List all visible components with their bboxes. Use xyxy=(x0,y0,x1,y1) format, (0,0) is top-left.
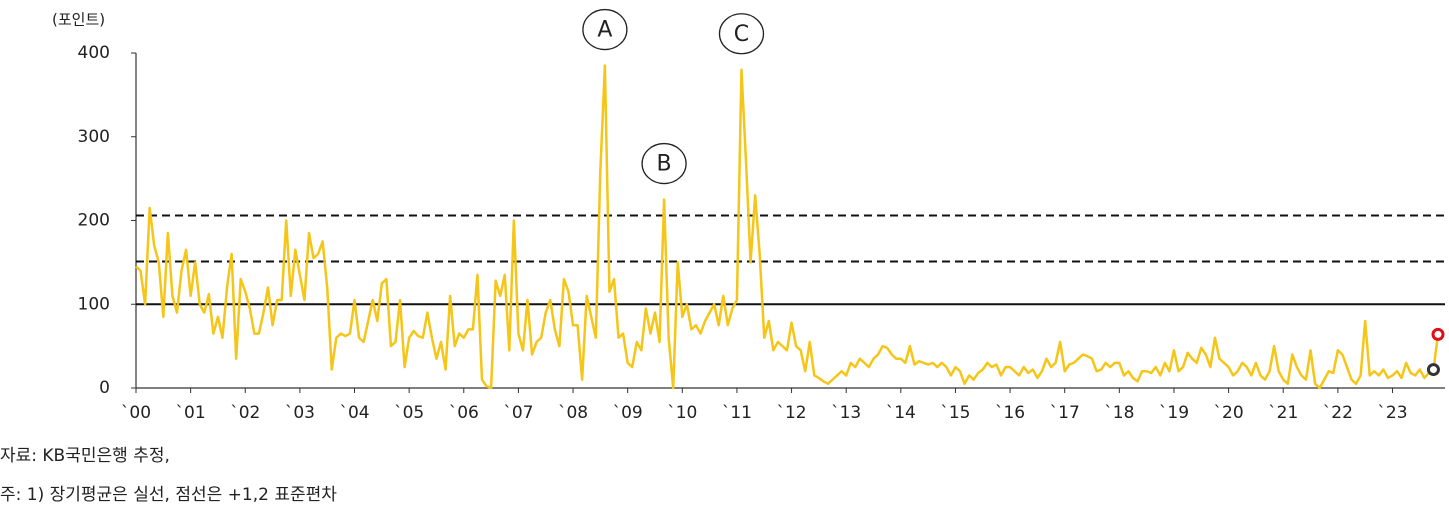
x-tick-label: `00 xyxy=(121,403,151,423)
x-tick-label: `14 xyxy=(886,403,916,423)
x-tick-label: `16 xyxy=(995,403,1025,423)
x-tick-label: `13 xyxy=(831,403,861,423)
annotation-label: B xyxy=(657,152,672,177)
annotation-circle xyxy=(641,142,687,185)
annotation-label: A xyxy=(597,18,612,43)
x-tick-label: `15 xyxy=(940,403,970,423)
annotation-circle xyxy=(582,8,628,51)
x-tick-label: `10 xyxy=(667,403,697,423)
x-tick-label: `03 xyxy=(285,403,315,423)
x-tick-label: `18 xyxy=(1104,403,1134,423)
x-tick-label: `20 xyxy=(1214,403,1244,423)
y-tick-label: 300 xyxy=(78,127,110,147)
annotation-circle xyxy=(718,13,765,55)
highlight-point xyxy=(1426,363,1440,377)
source: 자료: KB국민은행 추정, xyxy=(0,446,170,466)
x-tick-label: `22 xyxy=(1323,403,1353,423)
data-line xyxy=(135,64,1440,390)
y-tick-label: 400 xyxy=(78,43,110,63)
x-tick-label: `01 xyxy=(176,403,206,423)
x-tick-label: `09 xyxy=(613,403,643,423)
x-tick-label: `02 xyxy=(230,403,260,423)
x-tick-label: `12 xyxy=(776,403,806,423)
note: 주: 1) 장기평균은 실선, 점선은 +1,2 표준편차 xyxy=(0,485,337,505)
highlight-point xyxy=(1431,327,1445,341)
annotation-label: C xyxy=(734,22,749,47)
x-tick-label: `04 xyxy=(339,403,369,423)
x-tick-label: `23 xyxy=(1377,403,1407,423)
y-tick-label: 100 xyxy=(78,294,110,314)
x-tick-label: `21 xyxy=(1268,403,1298,423)
x-tick-label: `11 xyxy=(722,403,752,423)
y-tick-label: 0 xyxy=(99,378,110,398)
y-unit: (포인트) xyxy=(52,11,105,29)
x-tick-label: `08 xyxy=(558,403,588,423)
x-tick-label: `19 xyxy=(1159,403,1189,423)
x-tick-label: `05 xyxy=(394,403,424,423)
x-tick-label: `17 xyxy=(1050,403,1080,423)
x-tick-label: `07 xyxy=(503,403,533,423)
x-tick-label: `06 xyxy=(449,403,479,423)
y-tick-label: 200 xyxy=(78,211,110,231)
